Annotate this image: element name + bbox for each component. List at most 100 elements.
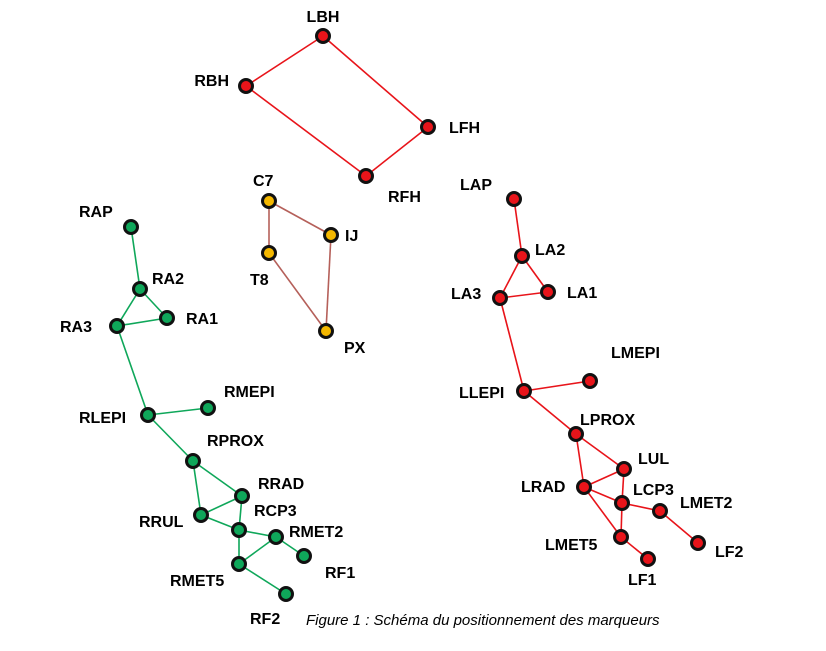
marker-lcp3 (614, 495, 630, 511)
label-lul: LUL (638, 451, 669, 468)
label-llepi: LLEPI (459, 385, 504, 402)
edge-c7-ij (268, 200, 332, 236)
label-lbh: LBH (307, 9, 340, 26)
marker-lmepi (582, 373, 598, 389)
label-lf2: LF2 (715, 544, 744, 561)
marker-ij (323, 227, 339, 243)
label-ra3: RA3 (60, 319, 92, 336)
edge-lbh-rbh (245, 35, 324, 87)
edge-lprox-lul (575, 433, 625, 470)
edge-rprox-rrad (192, 460, 243, 497)
edge-ra3-rlepi (116, 325, 149, 416)
edge-rbh-rfh (245, 85, 367, 177)
edge-la3-la1 (499, 291, 549, 299)
marker-ra3 (109, 318, 125, 334)
label-rfh: RFH (388, 189, 421, 206)
marker-lf2 (690, 535, 706, 551)
label-c7: C7 (253, 173, 274, 190)
label-lrad: LRAD (521, 479, 565, 496)
marker-llepi (516, 383, 532, 399)
edge-llepi-lprox (523, 390, 577, 435)
label-la2: LA2 (535, 242, 565, 259)
labels-layer: LBH RBH LFH RFH C7 IJ T8 PX RAP RA2 RA1 RA3 RMEPI RLE… (60, 9, 744, 628)
marker-px (318, 323, 334, 339)
edge-rmet5-rf2 (238, 563, 287, 595)
label-lmepi: LMEPI (611, 345, 660, 362)
marker-la3 (492, 290, 508, 306)
marker-rmet2 (268, 529, 284, 545)
marker-rrad (234, 488, 250, 504)
marker-t8 (261, 245, 277, 261)
edge-lap-la2 (513, 198, 523, 257)
label-px: PX (344, 340, 366, 357)
label-lfh: LFH (449, 120, 480, 137)
marker-lrad (576, 479, 592, 495)
figure-caption: Figure 1 : Schéma du positionnement des … (306, 612, 660, 629)
label-la3: LA3 (451, 286, 481, 303)
marker-lap (506, 191, 522, 207)
edge-rlepi-rmepi (147, 407, 209, 416)
marker-ra1 (159, 310, 175, 326)
label-lmet5: LMET5 (545, 537, 598, 554)
edge-rlepi-rprox (147, 414, 194, 462)
marker-la2 (514, 248, 530, 264)
label-lf1: LF1 (628, 572, 657, 589)
label-rap: RAP (79, 204, 113, 221)
label-rrad: RRAD (258, 476, 304, 493)
marker-rap (123, 219, 139, 235)
label-ra1: RA1 (186, 311, 218, 328)
marker-rmet5 (231, 556, 247, 572)
edge-rap-ra2 (130, 226, 141, 290)
label-rbh: RBH (194, 73, 229, 90)
marker-lbh (315, 28, 331, 44)
nodes-layer (109, 28, 706, 602)
marker-rprox (185, 453, 201, 469)
label-ra2: RA2 (152, 271, 184, 288)
label-rrul: RRUL (139, 514, 184, 531)
marker-rrul (193, 507, 209, 523)
marker-la1 (540, 284, 556, 300)
edge-t8-px (268, 252, 327, 332)
edge-la3-llepi (499, 297, 525, 392)
marker-lul (616, 461, 632, 477)
edge-llepi-lmepi (523, 380, 591, 392)
label-rlepi: RLEPI (79, 410, 126, 427)
edge-lmet2-lf2 (659, 510, 699, 544)
edge-ra3-ra1 (116, 317, 168, 327)
label-lap: LAP (460, 177, 492, 194)
marker-rlepi (140, 407, 156, 423)
marker-lmet2 (652, 503, 668, 519)
label-lprox: LPROX (580, 412, 635, 429)
label-rf1: RF1 (325, 565, 355, 582)
marker-c7 (261, 193, 277, 209)
label-rmet5: RMET5 (170, 573, 224, 590)
marker-lprox (568, 426, 584, 442)
marker-lf1 (640, 551, 656, 567)
marker-rf1 (296, 548, 312, 564)
marker-ra2 (132, 281, 148, 297)
label-ij: IJ (345, 228, 358, 245)
edge-rprox-rrul (192, 460, 202, 516)
marker-rfh (358, 168, 374, 184)
label-rmepi: RMEPI (224, 384, 275, 401)
edge-lrad-lmet5 (583, 486, 622, 538)
edge-ij-px (325, 234, 332, 332)
marker-rmepi (200, 400, 216, 416)
label-la1: LA1 (567, 285, 597, 302)
label-rmet2: RMET2 (289, 524, 343, 541)
marker-lfh (420, 119, 436, 135)
label-lcp3: LCP3 (633, 482, 674, 499)
label-t8: T8 (250, 272, 269, 289)
label-lmet2: LMET2 (680, 495, 733, 512)
marker-rcp3 (231, 522, 247, 538)
label-rf2: RF2 (250, 611, 280, 628)
edge-lfh-rfh (365, 126, 429, 177)
marker-lmet5 (613, 529, 629, 545)
edge-lprox-lrad (575, 433, 585, 488)
label-rprox: RPROX (207, 433, 264, 450)
label-rcp3: RCP3 (254, 503, 297, 520)
edge-lbh-lfh (322, 35, 429, 128)
marker-rf2 (278, 586, 294, 602)
marker-rbh (238, 78, 254, 94)
